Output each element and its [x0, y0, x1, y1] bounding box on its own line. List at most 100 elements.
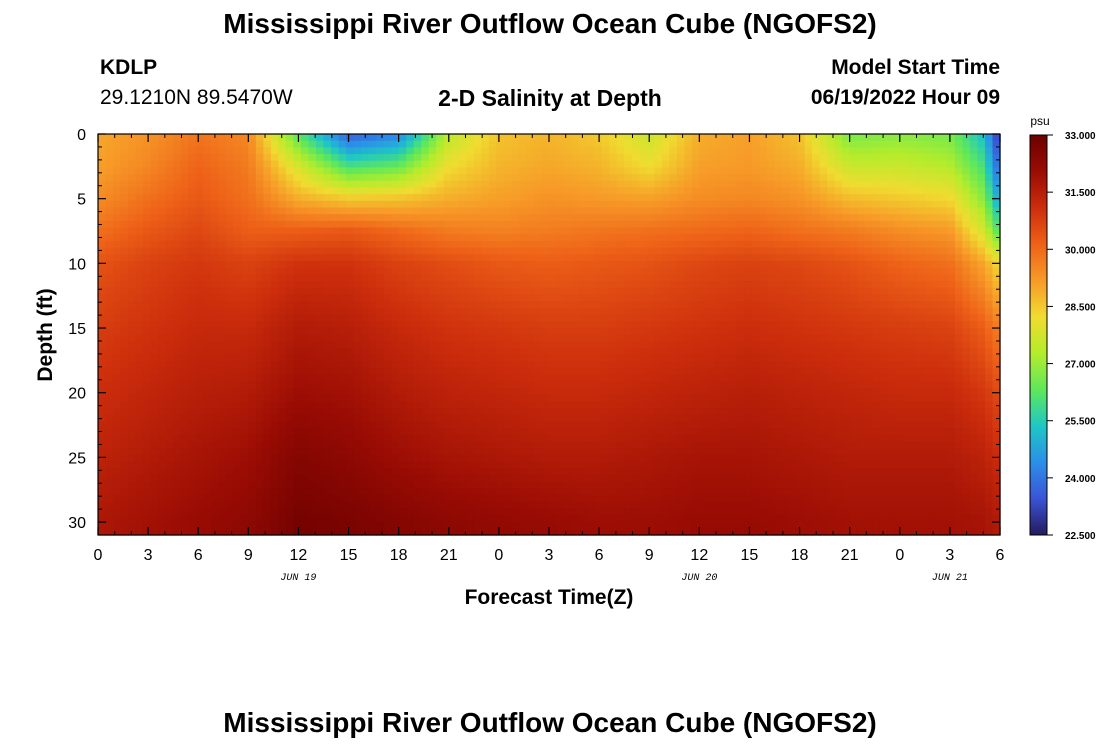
heatmap-cell	[511, 281, 520, 289]
heatmap-cell	[473, 408, 482, 416]
heatmap-cell	[939, 321, 948, 329]
heatmap-cell	[150, 354, 159, 362]
heatmap-cell	[729, 354, 738, 362]
heatmap-cell	[774, 260, 783, 269]
heatmap-cell	[203, 274, 212, 282]
heatmap-cell	[323, 301, 332, 309]
heatmap-cell	[646, 234, 655, 242]
heatmap-cell	[654, 354, 663, 362]
heatmap-cell	[872, 134, 881, 142]
heatmap-cell	[969, 287, 979, 295]
heatmap-cell	[541, 174, 550, 182]
heatmap-cell	[624, 167, 633, 175]
heatmap-cell	[180, 254, 189, 262]
heatmap-cell	[383, 387, 392, 396]
heatmap-cell	[481, 274, 490, 282]
heatmap-cell	[924, 154, 933, 162]
heatmap-cell	[857, 321, 866, 329]
heatmap-cell	[721, 347, 730, 356]
heatmap-cell	[744, 174, 753, 182]
heatmap-cell	[323, 281, 332, 289]
heatmap-cell	[909, 381, 918, 389]
heatmap-cell	[518, 341, 528, 349]
heatmap-cell	[263, 321, 272, 329]
heatmap-cell	[120, 361, 129, 369]
heatmap-cell	[842, 154, 851, 162]
heatmap-cell	[954, 354, 964, 362]
heatmap-cell	[939, 307, 948, 316]
heatmap-cell	[158, 327, 167, 336]
heatmap-cell	[98, 167, 107, 175]
heatmap-cell	[819, 214, 828, 222]
heatmap-cell	[398, 140, 407, 148]
heatmap-cell	[864, 394, 873, 402]
heatmap-cell	[992, 174, 1001, 182]
heatmap-cell	[834, 234, 843, 242]
heatmap-cell	[421, 281, 430, 289]
heatmap-cell	[436, 394, 445, 402]
heatmap-cell	[842, 394, 851, 402]
heatmap-cell	[857, 254, 866, 262]
heatmap-cell	[248, 307, 257, 316]
heatmap-cell	[278, 200, 287, 209]
heatmap-cell	[120, 367, 129, 376]
heatmap-cell	[579, 408, 588, 416]
heatmap-cell	[894, 194, 903, 202]
heatmap-cell	[631, 214, 640, 222]
heatmap-cell	[428, 361, 437, 369]
heatmap-cell	[969, 167, 979, 175]
heatmap-cell	[285, 314, 295, 322]
heatmap-cell	[451, 381, 460, 389]
heatmap-cell	[827, 381, 836, 389]
heatmap-cell	[331, 287, 340, 295]
heatmap-cell	[909, 214, 918, 222]
heatmap-cell	[729, 147, 738, 155]
heatmap-cell	[902, 301, 911, 309]
heatmap-cell	[503, 214, 513, 222]
heatmap-cell	[984, 240, 994, 249]
heatmap-cell	[857, 334, 866, 342]
heatmap-cell	[624, 247, 633, 255]
heatmap-cell	[571, 294, 580, 302]
heatmap-cell	[812, 301, 821, 309]
heatmap-cell	[255, 387, 264, 396]
heatmap-cell	[376, 321, 385, 329]
heatmap-cell	[564, 220, 573, 229]
heatmap-cell	[451, 327, 460, 336]
heatmap-cell	[984, 347, 994, 356]
heatmap-cell	[984, 234, 994, 242]
heatmap-cell	[98, 307, 107, 316]
heatmap-cell	[270, 301, 279, 309]
heatmap-cell	[579, 341, 588, 349]
heatmap-cell	[323, 174, 332, 182]
heatmap-cell	[346, 401, 355, 409]
heatmap-cell	[436, 361, 445, 369]
heatmap-cell	[466, 174, 475, 182]
model-start-value: 06/19/2022 Hour 09	[810, 86, 1000, 109]
heatmap-cell	[549, 247, 558, 255]
heatmap-cell	[774, 194, 783, 202]
heatmap-cell	[601, 361, 610, 369]
heatmap-cell	[669, 294, 678, 302]
heatmap-cell	[639, 207, 648, 215]
heatmap-cell	[797, 134, 806, 142]
heatmap-cell	[526, 381, 535, 389]
heatmap-cell	[902, 267, 911, 275]
heatmap-cell	[804, 327, 813, 336]
heatmap-cell	[436, 287, 445, 295]
heatmap-cell	[909, 387, 918, 396]
heatmap-cell	[526, 227, 535, 235]
heatmap-cell	[977, 227, 986, 235]
heatmap-cell	[721, 134, 730, 142]
heatmap-cell	[451, 354, 460, 362]
heatmap-cell	[511, 187, 520, 195]
heatmap-cell	[150, 341, 159, 349]
heatmap-cell	[368, 167, 377, 175]
heatmap-cell	[984, 227, 994, 235]
heatmap-cell	[443, 234, 452, 242]
heatmap-cell	[564, 167, 573, 175]
heatmap-cell	[594, 194, 603, 202]
heatmap-cell	[353, 401, 362, 409]
heatmap-cell	[609, 187, 618, 195]
heatmap-cell	[556, 374, 565, 382]
